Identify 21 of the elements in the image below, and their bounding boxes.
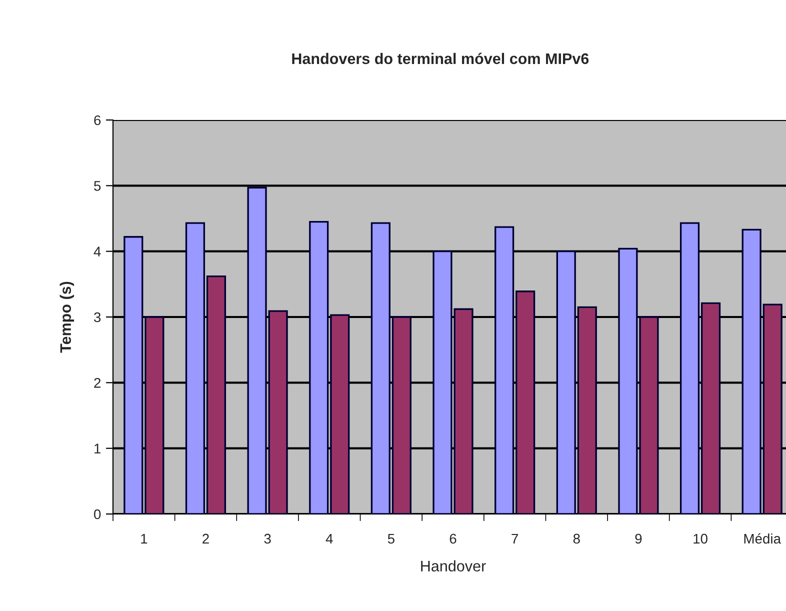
y-tick-label: 1	[94, 444, 101, 454]
x-tick-label: 9	[635, 534, 642, 544]
x-tick-label: 5	[388, 534, 394, 544]
x-tick-label: 6	[450, 534, 456, 544]
x-tick-label: 7	[512, 534, 518, 544]
x-tick-label: 8	[573, 534, 580, 544]
x-tick-label: 3	[264, 534, 271, 544]
y-tick-label: 5	[94, 181, 101, 191]
y-tick-label: 6	[94, 115, 101, 126]
y-tick-label: 2	[94, 378, 100, 388]
y-tick-label: 3	[94, 312, 101, 322]
y-tick-label: 4	[94, 246, 101, 256]
x-tick-label: Média	[744, 533, 782, 544]
chart-title: Handovers do terminal móvel com MIPv6	[292, 52, 589, 64]
x-tick-label: 2	[202, 534, 209, 544]
x-axis-title: Handover	[421, 560, 486, 572]
x-tick-label: 1	[141, 534, 148, 544]
y-axis-title: Tempo (s)	[60, 282, 74, 353]
y-tick-label: 0	[94, 509, 101, 520]
x-tick-label: 10	[694, 534, 708, 544]
x-tick-label: 4	[326, 534, 333, 544]
